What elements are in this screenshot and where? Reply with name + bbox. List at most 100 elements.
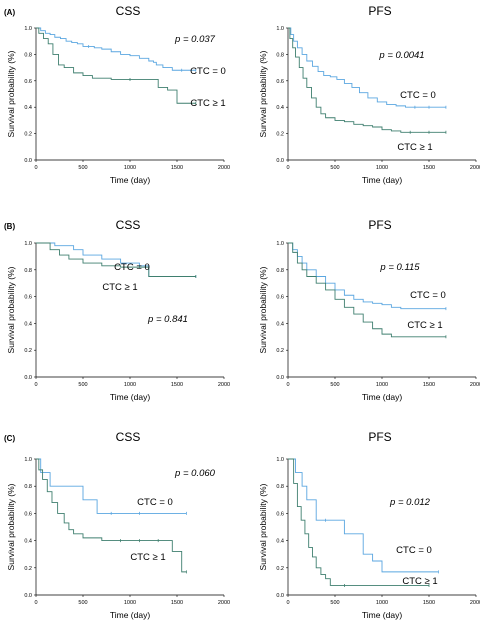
panel-title: CSS [116, 430, 141, 444]
x-tick-label: 2000 [470, 382, 480, 388]
p-value: p = 0.841 [147, 314, 188, 325]
panel-title: PFS [368, 430, 391, 444]
series-label-ctc0: CTC = 0 [410, 290, 446, 301]
chart-panel-2: 0.0 0.2 0.4 0.6 0.8 1.0 0 500 1000 1500 2000 Time (… [258, 4, 480, 185]
x-tick-label: 1000 [376, 382, 388, 388]
km-curve-ctc0 [36, 242, 196, 277]
series-label-ctc1: CTC ≥ 1 [402, 576, 437, 587]
y-tick-label: 0.4 [24, 321, 32, 327]
x-tick-label: 0 [286, 382, 289, 388]
x-tick-label: 1000 [124, 382, 136, 388]
y-tick-label: 0.2 [276, 566, 284, 572]
x-axis-title: Time (day) [362, 610, 402, 620]
panel-title: PFS [368, 4, 391, 18]
x-tick-label: 2000 [218, 382, 230, 388]
series-label-ctc0: CTC = 0 [400, 90, 436, 101]
row-label: (A) [4, 8, 15, 17]
y-tick-label: 0.0 [24, 158, 32, 164]
x-axis-title: Time (day) [362, 175, 402, 185]
y-tick-label: 0.0 [24, 593, 32, 599]
series-label-ctc0: CTC = 0 [137, 497, 173, 508]
x-tick-label: 1500 [171, 165, 183, 171]
y-tick-label: 0.0 [24, 375, 32, 381]
y-axis-title: Survival probability (%) [258, 266, 268, 353]
series-label-ctc1: CTC ≥ 1 [130, 552, 165, 563]
km-curve-ctc1 [36, 242, 196, 277]
p-value: p = 0.115 [379, 262, 420, 273]
y-axis-title: Survival probability (%) [6, 266, 16, 353]
y-axis-title: Survival probability (%) [258, 483, 268, 570]
y-axis-title: Survival probability (%) [258, 50, 268, 137]
panel-title: CSS [116, 218, 141, 232]
p-value: p = 0.012 [389, 497, 431, 508]
x-tick-label: 1500 [171, 600, 183, 606]
series-label-ctc1: CTC ≥ 1 [102, 282, 137, 293]
panel-title: PFS [368, 218, 391, 232]
y-tick-label: 0.6 [276, 79, 284, 85]
p-value: p = 0.037 [174, 34, 216, 45]
y-tick-label: 0.2 [276, 132, 284, 138]
x-tick-label: 1000 [124, 165, 136, 171]
row-label: (B) [4, 222, 15, 231]
y-tick-label: 0.2 [24, 132, 32, 138]
y-tick-label: 0.0 [276, 158, 284, 164]
x-axis-title: Time (day) [110, 610, 150, 620]
x-tick-label: 500 [78, 600, 87, 606]
x-tick-label: 1500 [423, 600, 435, 606]
y-tick-label: 0.0 [276, 375, 284, 381]
y-tick-label: 0.8 [24, 268, 32, 274]
y-tick-label: 0.8 [24, 52, 32, 58]
y-tick-label: 0.4 [276, 321, 284, 327]
panel-title: CSS [116, 4, 141, 18]
series-label-ctc0: CTC = 0 [114, 262, 150, 273]
y-tick-label: 1.0 [24, 457, 32, 463]
y-tick-label: 0.6 [276, 511, 284, 517]
km-curve-ctc0 [36, 27, 196, 71]
y-tick-label: 0.2 [276, 348, 284, 354]
p-value: p = 0.060 [174, 468, 216, 479]
x-tick-label: 500 [330, 165, 339, 171]
chart-panel-6: 0.0 0.2 0.4 0.6 0.8 1.0 0 500 1000 1500 2000 Time (… [258, 430, 480, 620]
km-curve-ctc1 [36, 458, 187, 573]
x-axis-title: Time (day) [110, 175, 150, 185]
y-tick-label: 0.4 [276, 105, 284, 111]
x-axis-title: Time (day) [362, 392, 402, 402]
y-tick-label: 0.0 [276, 593, 284, 599]
x-tick-label: 1500 [423, 382, 435, 388]
y-tick-label: 1.0 [276, 457, 284, 463]
y-axis-title: Survival probability (%) [6, 483, 16, 570]
y-tick-label: 0.8 [24, 484, 32, 490]
x-tick-label: 0 [34, 382, 37, 388]
y-tick-label: 0.8 [276, 52, 284, 58]
x-tick-label: 0 [286, 600, 289, 606]
y-tick-label: 0.8 [276, 484, 284, 490]
chart-panel-3: 0.0 0.2 0.4 0.6 0.8 1.0 0 500 1000 1500 2000 Time (… [4, 218, 230, 402]
x-tick-label: 1500 [423, 165, 435, 171]
km-curve-ctc0 [36, 458, 187, 514]
y-tick-label: 0.6 [24, 511, 32, 517]
chart-panel-5: 0.0 0.2 0.4 0.6 0.8 1.0 0 500 1000 1500 2000 Time (… [4, 430, 230, 620]
y-tick-label: 0.4 [276, 539, 284, 545]
p-value: p = 0.0041 [378, 50, 424, 61]
km-curve-ctc0 [288, 27, 446, 108]
y-tick-label: 0.2 [24, 348, 32, 354]
km-curve-ctc1 [288, 242, 446, 338]
series-label-ctc1: CTC ≥ 1 [397, 142, 432, 153]
x-axis-title: Time (day) [110, 392, 150, 402]
x-tick-label: 500 [330, 382, 339, 388]
y-tick-label: 0.4 [24, 539, 32, 545]
chart-panel-1: 0.0 0.2 0.4 0.6 0.8 1.0 0 500 1000 1500 2000 Time (… [4, 4, 230, 185]
y-tick-label: 1.0 [24, 26, 32, 32]
chart-panel-4: 0.0 0.2 0.4 0.6 0.8 1.0 0 500 1000 1500 2000 Time (… [258, 218, 480, 402]
series-label-ctc1: CTC ≥ 1 [407, 320, 442, 331]
y-axis-title: Survival probability (%) [6, 50, 16, 137]
x-tick-label: 500 [78, 165, 87, 171]
series-label-ctc0: CTC = 0 [190, 66, 226, 77]
x-tick-label: 500 [78, 382, 87, 388]
x-tick-label: 500 [330, 600, 339, 606]
y-tick-label: 0.6 [24, 79, 32, 85]
x-tick-label: 2000 [470, 165, 480, 171]
km-curve-ctc1 [288, 27, 446, 133]
row-label: (C) [4, 434, 15, 443]
